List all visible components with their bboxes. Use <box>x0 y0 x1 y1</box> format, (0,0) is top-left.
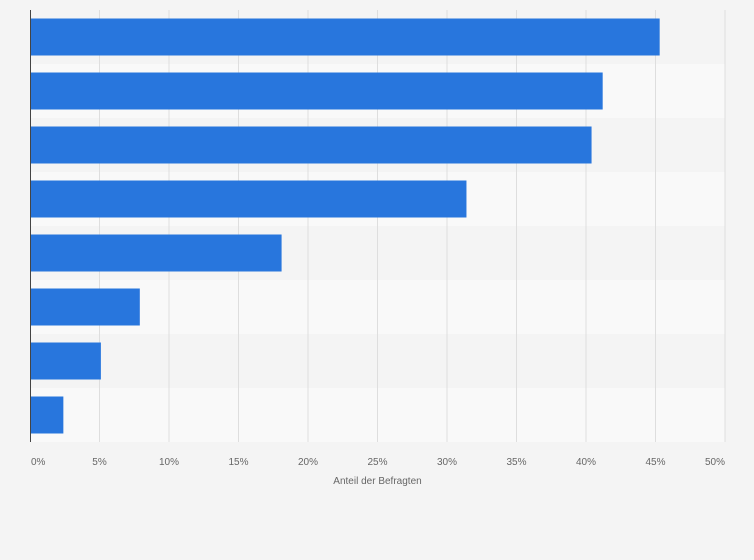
bar[interactable] <box>30 18 660 56</box>
bar[interactable] <box>30 396 64 434</box>
x-tick-label: 15% <box>228 457 248 468</box>
x-tick-label: 35% <box>506 457 526 468</box>
x-axis-label: Anteil der Befragten <box>333 476 421 487</box>
x-tick-label: 0% <box>31 457 46 468</box>
x-tick-label: 40% <box>576 457 596 468</box>
bar[interactable] <box>30 288 140 326</box>
bars <box>30 18 660 434</box>
x-tick-label: 5% <box>92 457 107 468</box>
x-tick-label: 45% <box>645 457 665 468</box>
x-tick-labels: 0% 5% 10% 15% 20% 25% 30% 35% 40% 45% 50% <box>31 457 725 468</box>
x-tick-label: 30% <box>437 457 457 468</box>
bar[interactable] <box>30 234 282 272</box>
x-tick-label: 20% <box>298 457 318 468</box>
bar[interactable] <box>30 180 467 218</box>
x-tick-label: 50% <box>705 457 725 468</box>
x-tick-label: 10% <box>159 457 179 468</box>
bar[interactable] <box>30 342 101 380</box>
x-tick-label: 25% <box>367 457 387 468</box>
bar[interactable] <box>30 72 603 110</box>
bar[interactable] <box>30 126 592 164</box>
